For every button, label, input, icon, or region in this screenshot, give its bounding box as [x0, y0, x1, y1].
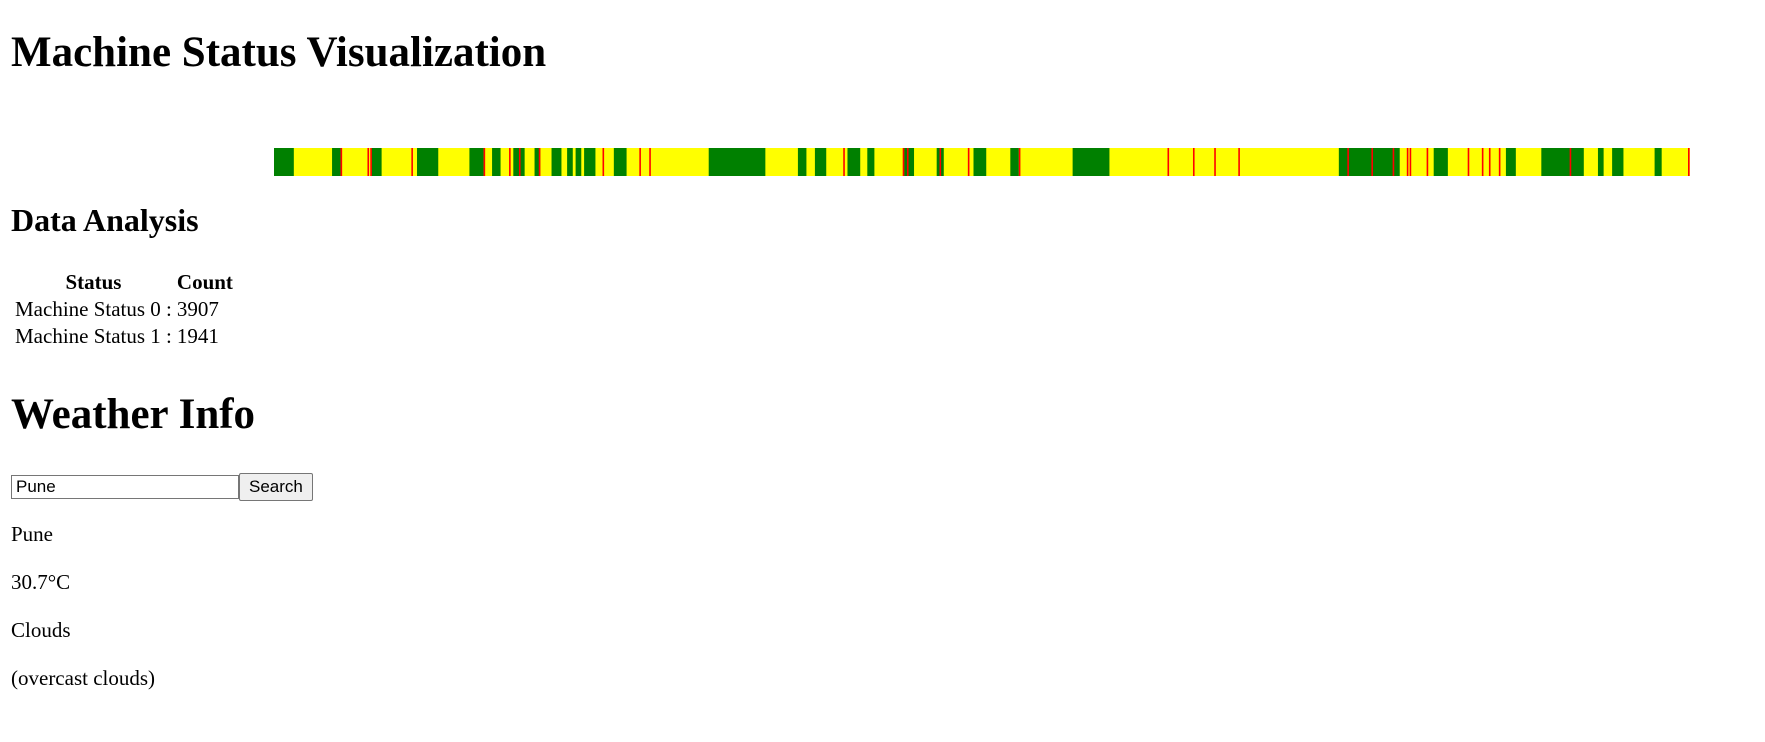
- event-marker: [340, 148, 343, 176]
- event-marker: [843, 148, 845, 176]
- status-1-segment: [973, 148, 987, 176]
- status-1-segment: [417, 148, 439, 176]
- event-marker: [509, 148, 511, 176]
- status-1-segment: [1654, 148, 1662, 176]
- status-1-segment: [1597, 148, 1604, 176]
- event-marker: [639, 148, 641, 176]
- status-1-segment: [847, 148, 861, 176]
- table-row: Machine Status 1 : 1941: [14, 324, 234, 349]
- analysis-title: Data Analysis: [11, 202, 199, 238]
- status-1-segment: [371, 148, 382, 176]
- status-count-cell: 1941: [176, 324, 219, 348]
- status-1-segment: [332, 148, 341, 176]
- event-marker: [1488, 148, 1491, 176]
- event-marker: [483, 148, 486, 176]
- status-1-segment: [708, 148, 766, 176]
- weather-city: Pune: [11, 522, 53, 546]
- status-1-segment: [797, 148, 807, 176]
- event-marker: [649, 148, 651, 176]
- machine-status-timeline: [274, 148, 1690, 176]
- status-1-segment: [551, 148, 562, 176]
- status-1-segment: [814, 148, 827, 176]
- status-1-segment: [1010, 148, 1019, 176]
- city-search-input[interactable]: [11, 475, 239, 499]
- weather-title: Weather Info: [11, 391, 256, 438]
- status-1-segment: [575, 148, 582, 176]
- status-label-cell: Machine Status 1 :: [15, 324, 172, 348]
- event-marker: [538, 148, 541, 176]
- weather-temperature: 30.7°C: [11, 570, 71, 594]
- status-1-segment: [1505, 148, 1516, 176]
- status-1-segment: [567, 148, 573, 176]
- event-marker: [1018, 148, 1021, 176]
- status-count-cell: 3907: [176, 297, 219, 321]
- status-1-segment: [904, 148, 915, 176]
- status-1-segment: [1338, 148, 1400, 176]
- event-marker: [902, 148, 905, 176]
- event-marker: [602, 148, 605, 176]
- event-marker: [1392, 148, 1395, 176]
- status-1-segment: [1433, 148, 1448, 176]
- count-column-header: Count: [176, 270, 233, 294]
- event-marker: [1167, 148, 1170, 176]
- search-button[interactable]: Search: [239, 473, 313, 501]
- event-marker: [939, 148, 942, 176]
- status-1-segment: [469, 148, 484, 176]
- status-1-segment: [492, 148, 501, 176]
- table-header-row: Status Count: [14, 270, 234, 295]
- event-marker: [411, 148, 413, 176]
- event-marker: [367, 148, 370, 176]
- status-label-cell: Machine Status 0 :: [15, 297, 172, 321]
- weather-condition: Clouds: [11, 618, 71, 642]
- event-marker: [1347, 148, 1349, 176]
- weather-search-bar: Search: [11, 473, 313, 501]
- event-marker: [1238, 148, 1240, 176]
- event-marker: [1409, 148, 1412, 176]
- event-marker: [1481, 148, 1484, 176]
- table-row: Machine Status 0 : 3907: [14, 297, 234, 322]
- event-marker: [1467, 148, 1470, 176]
- status-1-segment: [1541, 148, 1584, 176]
- status-1-segment: [584, 148, 596, 176]
- status-1-segment: [1072, 148, 1110, 176]
- event-marker: [1569, 148, 1572, 176]
- event-marker: [1426, 148, 1429, 176]
- event-marker: [906, 148, 909, 176]
- event-marker: [1406, 148, 1409, 176]
- event-marker: [1371, 148, 1373, 176]
- status-column-header: Status: [65, 270, 122, 294]
- event-marker: [967, 148, 970, 176]
- status-1-segment: [867, 148, 875, 176]
- event-marker: [370, 148, 372, 176]
- status-1-segment: [274, 148, 294, 176]
- event-marker: [1688, 148, 1690, 176]
- status-1-segment: [1612, 148, 1624, 176]
- event-marker: [1498, 148, 1501, 176]
- event-marker: [518, 148, 521, 176]
- event-marker: [1214, 148, 1216, 176]
- event-marker: [1192, 148, 1195, 176]
- page-title: Machine Status Visualization: [11, 29, 547, 76]
- status-count-table: Status Count Machine Status 0 : 3907 Mac…: [11, 268, 237, 351]
- weather-description: (overcast clouds): [11, 666, 156, 690]
- status-1-segment: [613, 148, 627, 176]
- status-1-segment: [534, 148, 541, 176]
